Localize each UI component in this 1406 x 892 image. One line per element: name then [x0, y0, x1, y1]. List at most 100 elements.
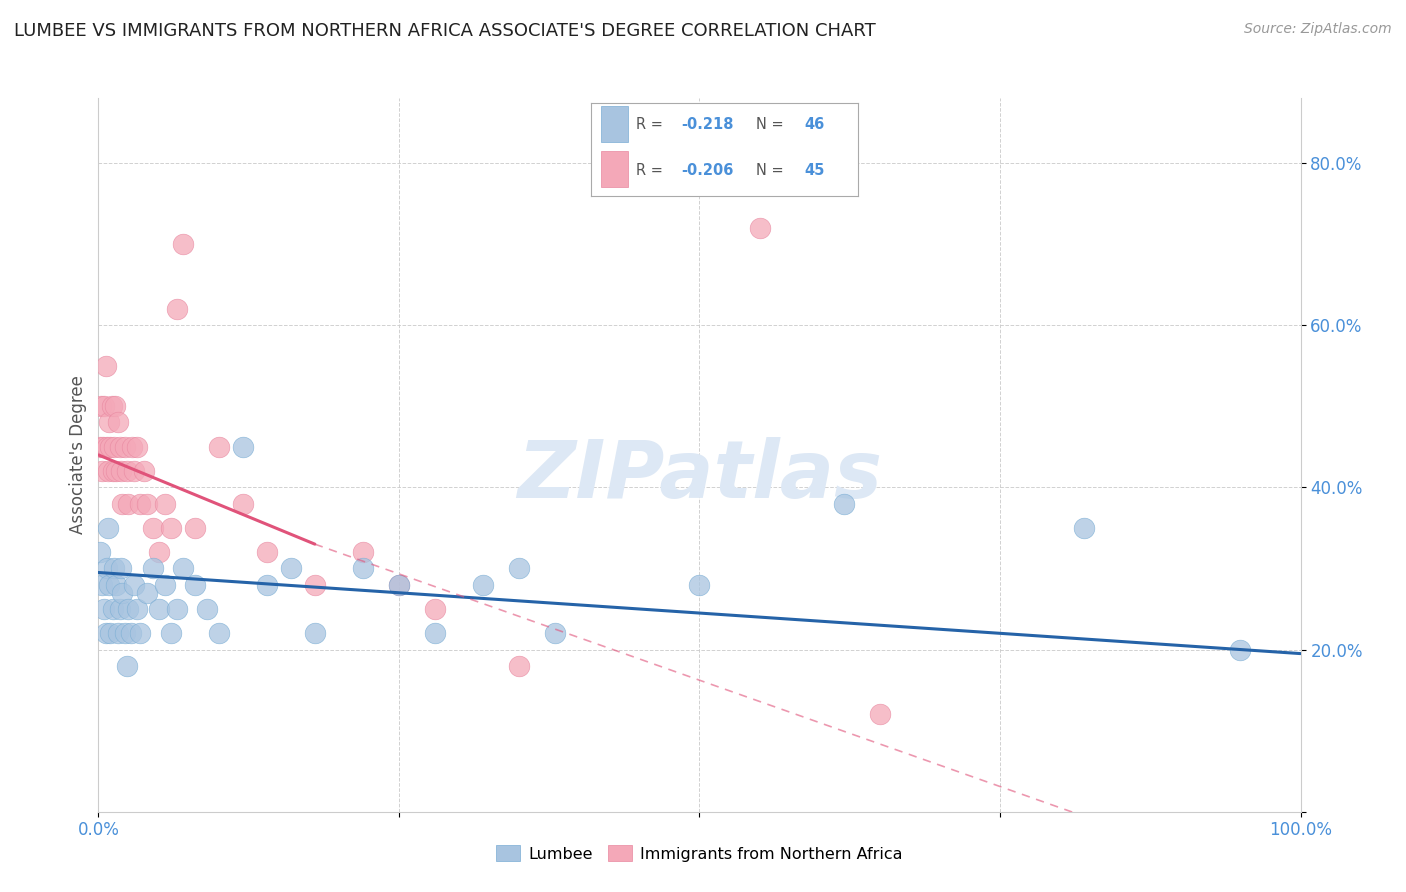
Point — [110, 561, 132, 575]
Point — [508, 658, 530, 673]
Point — [1229, 642, 1251, 657]
Point — [423, 626, 446, 640]
Point — [688, 577, 710, 591]
Point — [159, 626, 181, 640]
Point — [108, 440, 131, 454]
Point — [105, 464, 128, 478]
Text: 46: 46 — [804, 117, 824, 132]
Point — [352, 561, 374, 575]
Point — [183, 521, 205, 535]
Point — [148, 545, 170, 559]
Point — [111, 586, 134, 600]
Point — [280, 561, 302, 575]
Text: N =: N = — [756, 162, 789, 178]
Point — [96, 561, 118, 575]
Point — [135, 586, 157, 600]
Point — [124, 464, 146, 478]
Point — [125, 440, 148, 454]
Point — [183, 577, 205, 591]
Point — [91, 440, 114, 454]
Point — [172, 561, 194, 575]
Point — [388, 577, 411, 591]
Point — [96, 440, 118, 454]
Point — [472, 577, 495, 591]
Point — [153, 577, 176, 591]
Text: -0.206: -0.206 — [682, 162, 734, 178]
Point — [104, 399, 127, 413]
FancyBboxPatch shape — [602, 106, 628, 142]
Point — [100, 626, 122, 640]
Point — [166, 301, 188, 316]
Point — [101, 464, 124, 478]
Point — [208, 626, 231, 640]
Point — [232, 440, 254, 454]
Point — [124, 577, 146, 591]
Point — [195, 602, 218, 616]
Point — [114, 440, 136, 454]
Point — [93, 399, 115, 413]
Point — [111, 497, 134, 511]
Point — [97, 464, 120, 478]
Point — [121, 440, 143, 454]
Point — [208, 440, 231, 454]
Point — [117, 602, 139, 616]
Point — [101, 602, 124, 616]
Point — [120, 626, 142, 640]
Point — [544, 626, 567, 640]
Legend: Lumbee, Immigrants from Northern Africa: Lumbee, Immigrants from Northern Africa — [489, 838, 910, 868]
Point — [423, 602, 446, 616]
Text: ZIPatlas: ZIPatlas — [517, 437, 882, 516]
Point — [108, 602, 131, 616]
Point — [869, 707, 891, 722]
Point — [748, 220, 770, 235]
Point — [107, 416, 129, 430]
Text: N =: N = — [756, 117, 789, 132]
Point — [256, 577, 278, 591]
Point — [129, 626, 152, 640]
Point — [232, 497, 254, 511]
Point — [125, 602, 148, 616]
Point — [129, 497, 152, 511]
Point — [117, 658, 139, 673]
Text: R =: R = — [636, 162, 668, 178]
Text: Source: ZipAtlas.com: Source: ZipAtlas.com — [1244, 22, 1392, 37]
Point — [172, 237, 194, 252]
Point — [103, 440, 125, 454]
Point — [91, 577, 114, 591]
Point — [100, 399, 122, 413]
Point — [89, 440, 111, 454]
Y-axis label: Associate's Degree: Associate's Degree — [69, 376, 87, 534]
Text: -0.218: -0.218 — [682, 117, 734, 132]
Point — [508, 561, 530, 575]
Point — [117, 464, 139, 478]
Point — [93, 602, 115, 616]
Point — [159, 521, 181, 535]
Point — [114, 626, 136, 640]
Point — [256, 545, 278, 559]
Point — [103, 561, 125, 575]
Point — [89, 545, 111, 559]
Point — [148, 602, 170, 616]
Point — [105, 577, 128, 591]
Point — [832, 497, 855, 511]
Point — [98, 577, 121, 591]
Point — [135, 497, 157, 511]
Point — [141, 561, 163, 575]
Point — [97, 521, 120, 535]
Point — [100, 440, 122, 454]
Point — [1073, 521, 1095, 535]
Point — [117, 497, 139, 511]
Point — [110, 464, 132, 478]
Point — [94, 626, 117, 640]
Text: LUMBEE VS IMMIGRANTS FROM NORTHERN AFRICA ASSOCIATE'S DEGREE CORRELATION CHART: LUMBEE VS IMMIGRANTS FROM NORTHERN AFRIC… — [14, 22, 876, 40]
Point — [91, 464, 114, 478]
Text: R =: R = — [636, 117, 668, 132]
Point — [107, 626, 129, 640]
FancyBboxPatch shape — [602, 152, 628, 187]
Point — [166, 602, 188, 616]
Point — [90, 399, 112, 413]
Point — [352, 545, 374, 559]
Point — [304, 626, 326, 640]
Text: 45: 45 — [804, 162, 824, 178]
Point — [304, 577, 326, 591]
